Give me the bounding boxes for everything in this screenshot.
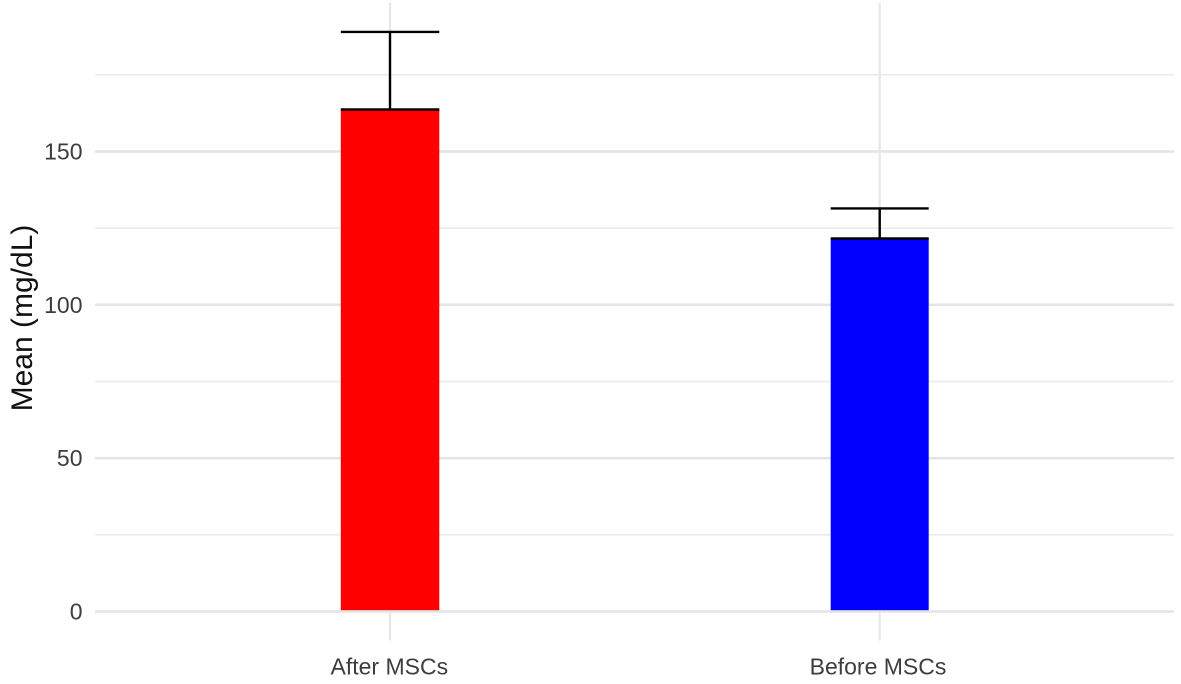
svg-text:After MSCs: After MSCs [331,654,449,680]
svg-text:0: 0 [70,599,83,625]
svg-text:150: 150 [44,139,82,165]
svg-text:Mean (mg/dL): Mean (mg/dL) [6,225,39,412]
svg-text:50: 50 [57,445,83,471]
svg-text:100: 100 [44,292,82,318]
svg-text:Before MSCs: Before MSCs [810,654,947,680]
